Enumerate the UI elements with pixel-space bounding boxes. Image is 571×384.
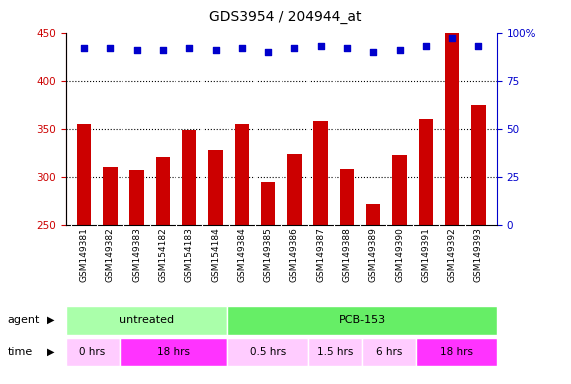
Bar (313, 121, 328, 225)
Bar (419, 119, 433, 225)
Text: GSM149387: GSM149387 (316, 227, 325, 282)
Text: 1.5 hrs: 1.5 hrs (317, 347, 353, 357)
Bar (261, 182, 275, 225)
Point (395, 47, 404, 53)
Text: GSM149383: GSM149383 (132, 227, 141, 282)
Point (132, 47, 141, 53)
Text: 0 hrs: 0 hrs (79, 347, 106, 357)
Bar (308, 338, 362, 366)
Text: GSM154183: GSM154183 (184, 227, 194, 282)
Bar (235, 124, 249, 225)
Text: time: time (7, 347, 33, 357)
Point (290, 45, 299, 51)
Bar (471, 105, 485, 225)
Text: 18 hrs: 18 hrs (157, 347, 190, 357)
Text: GSM149391: GSM149391 (421, 227, 431, 282)
Bar (416, 338, 497, 366)
Text: agent: agent (7, 315, 40, 325)
Text: ▶: ▶ (47, 315, 55, 325)
Point (237, 45, 246, 51)
Text: GSM149384: GSM149384 (238, 227, 246, 282)
Bar (156, 157, 170, 225)
Bar (130, 170, 144, 225)
Bar (66, 338, 119, 366)
Point (421, 43, 431, 49)
Bar (287, 154, 301, 225)
Bar (66, 306, 227, 335)
Text: GSM149390: GSM149390 (395, 227, 404, 282)
Text: GSM149381: GSM149381 (79, 227, 89, 282)
Point (211, 47, 220, 53)
Bar (227, 338, 308, 366)
Text: 18 hrs: 18 hrs (440, 347, 473, 357)
Bar (103, 167, 118, 225)
Text: GSM149386: GSM149386 (290, 227, 299, 282)
Bar (362, 338, 416, 366)
Text: GSM149385: GSM149385 (264, 227, 272, 282)
Point (343, 45, 352, 51)
Point (448, 35, 457, 41)
Text: GSM149382: GSM149382 (106, 227, 115, 282)
Bar (208, 150, 223, 225)
Text: GDS3954 / 204944_at: GDS3954 / 204944_at (209, 10, 362, 23)
Text: ▶: ▶ (47, 347, 55, 357)
Point (316, 43, 325, 49)
Bar (119, 338, 227, 366)
Point (158, 47, 167, 53)
Text: PCB-153: PCB-153 (339, 315, 385, 326)
Bar (77, 124, 91, 225)
Point (474, 43, 483, 49)
Point (369, 49, 378, 55)
Bar (445, 33, 459, 225)
Text: GSM154184: GSM154184 (211, 227, 220, 282)
Point (79, 45, 89, 51)
Text: 0.5 hrs: 0.5 hrs (250, 347, 286, 357)
Point (184, 45, 194, 51)
Bar (227, 306, 497, 335)
Text: 6 hrs: 6 hrs (376, 347, 402, 357)
Bar (366, 205, 380, 225)
Bar (392, 155, 407, 225)
Point (106, 45, 115, 51)
Text: GSM149393: GSM149393 (474, 227, 483, 282)
Bar (182, 130, 196, 225)
Text: GSM149388: GSM149388 (343, 227, 351, 282)
Text: GSM149389: GSM149389 (369, 227, 378, 282)
Text: untreated: untreated (119, 315, 174, 326)
Text: GSM154182: GSM154182 (158, 227, 167, 282)
Text: GSM149392: GSM149392 (448, 227, 457, 282)
Bar (340, 169, 354, 225)
Point (263, 49, 272, 55)
